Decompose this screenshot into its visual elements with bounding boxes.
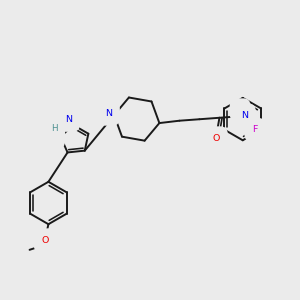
Text: N: N bbox=[105, 109, 112, 118]
Text: N: N bbox=[241, 111, 248, 120]
Text: H: H bbox=[51, 124, 57, 133]
Text: O: O bbox=[41, 236, 49, 245]
Text: F: F bbox=[252, 125, 257, 134]
Text: N: N bbox=[65, 115, 73, 124]
Text: O: O bbox=[213, 134, 220, 143]
Text: N: N bbox=[50, 132, 58, 141]
Text: H: H bbox=[237, 105, 243, 114]
